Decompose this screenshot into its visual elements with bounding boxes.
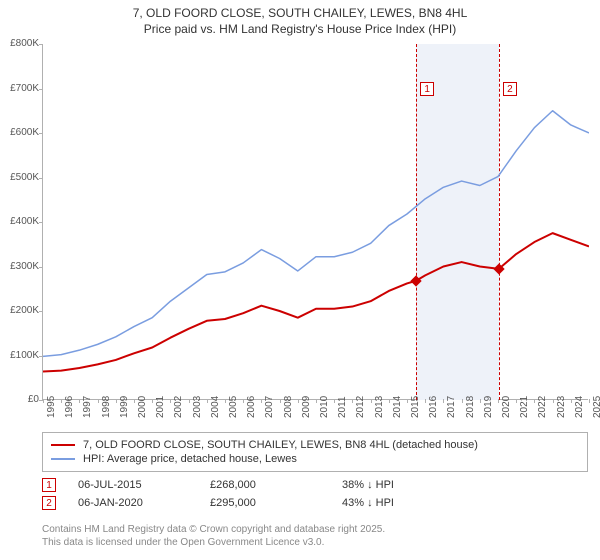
- series-price_paid: [43, 233, 589, 371]
- chart-title-block: 7, OLD FOORD CLOSE, SOUTH CHAILEY, LEWES…: [0, 0, 600, 37]
- y-tick-label: £500K: [1, 172, 39, 183]
- sale-price: £268,000: [210, 479, 330, 491]
- footer: Contains HM Land Registry data © Crown c…: [42, 524, 588, 549]
- sale-marker-label: 1: [420, 82, 434, 96]
- footer-line-2: This data is licensed under the Open Gov…: [42, 537, 588, 550]
- sale-price: £295,000: [210, 497, 330, 509]
- legend-item: HPI: Average price, detached house, Lewe…: [51, 453, 579, 465]
- y-tick-label: £800K: [1, 38, 39, 49]
- legend-swatch-price: [51, 444, 75, 446]
- y-tick-label: £0: [1, 394, 39, 405]
- title-line-2: Price paid vs. HM Land Registry's House …: [0, 22, 600, 38]
- y-tick-label: £400K: [1, 216, 39, 227]
- legend-label: 7, OLD FOORD CLOSE, SOUTH CHAILEY, LEWES…: [83, 439, 478, 451]
- sale-marker-label: 2: [503, 82, 517, 96]
- y-tick-label: £600K: [1, 127, 39, 138]
- sales-block: 1 06-JUL-2015 £268,000 38% ↓ HPI 2 06-JA…: [42, 474, 588, 514]
- sale-row: 2 06-JAN-2020 £295,000 43% ↓ HPI: [42, 496, 588, 510]
- legend-label: HPI: Average price, detached house, Lewe…: [83, 453, 297, 465]
- sale-vs-hpi: 38% ↓ HPI: [342, 479, 452, 491]
- legend-swatch-hpi: [51, 458, 75, 460]
- y-tick-label: £200K: [1, 305, 39, 316]
- y-tick-label: £700K: [1, 83, 39, 94]
- x-tick-mark: [589, 399, 590, 403]
- chart-area: £0£100K£200K£300K£400K£500K£600K£700K£80…: [42, 44, 588, 400]
- x-tick-label: 2025: [592, 396, 600, 418]
- title-line-1: 7, OLD FOORD CLOSE, SOUTH CHAILEY, LEWES…: [0, 6, 600, 22]
- legend-item: 7, OLD FOORD CLOSE, SOUTH CHAILEY, LEWES…: [51, 439, 579, 451]
- series-hpi: [43, 111, 589, 357]
- y-tick-label: £300K: [1, 261, 39, 272]
- legend: 7, OLD FOORD CLOSE, SOUTH CHAILEY, LEWES…: [42, 432, 588, 472]
- y-tick-label: £100K: [1, 350, 39, 361]
- chart-svg: [43, 44, 589, 400]
- sale-row: 1 06-JUL-2015 £268,000 38% ↓ HPI: [42, 478, 588, 492]
- sale-badge: 2: [42, 496, 56, 510]
- sale-vs-hpi: 43% ↓ HPI: [342, 497, 452, 509]
- footer-line-1: Contains HM Land Registry data © Crown c…: [42, 524, 588, 537]
- chart-plot: £0£100K£200K£300K£400K£500K£600K£700K£80…: [42, 44, 588, 400]
- sale-badge: 1: [42, 478, 56, 492]
- sale-date: 06-JUL-2015: [78, 479, 198, 491]
- sale-date: 06-JAN-2020: [78, 497, 198, 509]
